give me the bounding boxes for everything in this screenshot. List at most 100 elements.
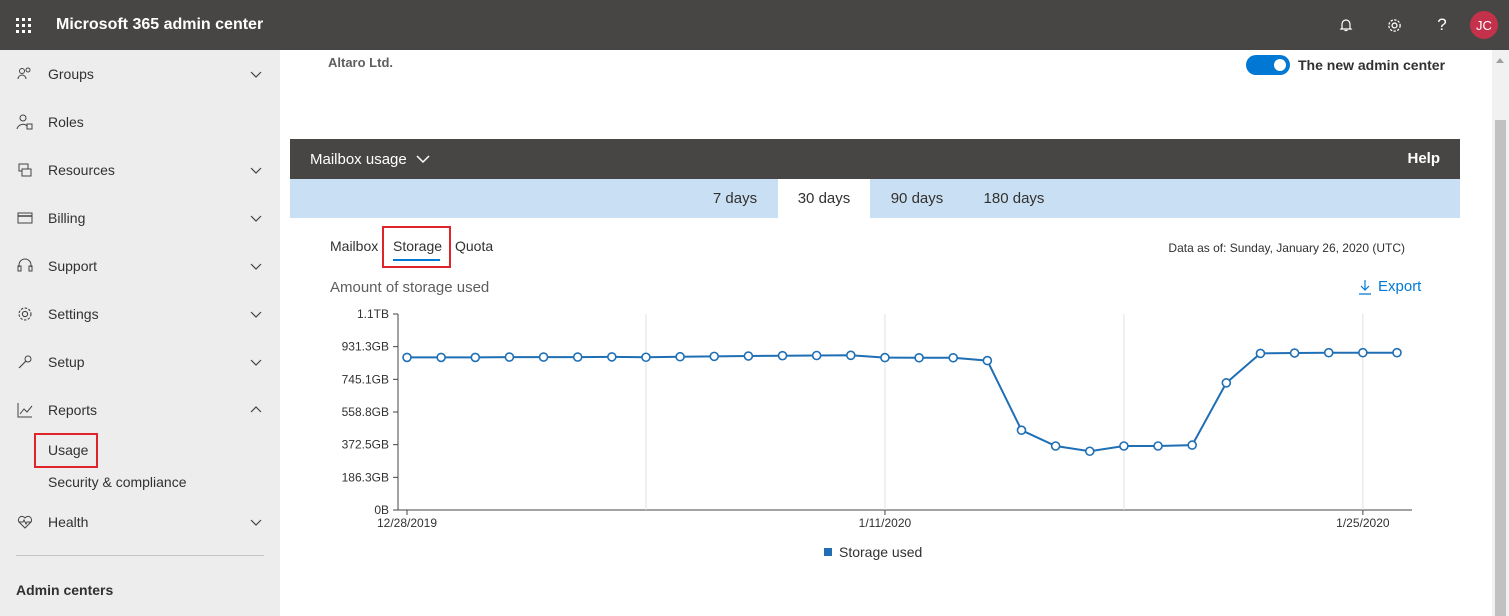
data-point [538,352,549,362]
data-point [675,351,685,362]
x-tick-label: 12/28/2019 [377,516,437,530]
settings-icon [16,305,34,323]
chevron-down-icon [250,359,262,366]
tab-7-days[interactable]: 7 days [712,190,758,207]
sidebar: Groups Roles Resources Billing Support S… [0,50,280,616]
data-point [880,352,890,363]
chevron-down-icon [250,215,262,222]
data-point [845,350,856,361]
chart-title: Amount of storage used [330,279,490,296]
active-subtab-underline [393,259,440,261]
data-point [1289,348,1300,358]
data-point [504,352,515,362]
data-point [1255,348,1266,359]
chevron-down-icon [250,71,262,78]
toggle-label: The new admin center [1298,57,1446,73]
groups-icon [16,65,34,83]
data-point [914,352,924,363]
legend-swatch [824,548,832,556]
bell-icon [1339,19,1353,32]
download-icon [1359,279,1371,295]
data-point [436,352,446,363]
subtab-quota[interactable]: Quota [455,238,494,254]
data-point [402,352,412,363]
chart-legend: Storage used [824,544,922,560]
reports-icon [16,401,34,419]
app-title[interactable]: Microsoft 365 admin center [56,16,264,33]
data-point [1050,441,1061,451]
new-admin-center-toggle[interactable] [1246,55,1290,75]
tab-30-days[interactable]: 30 days [778,179,870,218]
sidebar-subitem-usage[interactable]: Usage [48,442,89,458]
chevron-down-icon [250,311,262,318]
data-as-of: Data as of: Sunday, January 26, 2020 (UT… [1168,241,1405,255]
sidebar-item-label: Resources [48,162,115,178]
y-tick-label: 745.1GB [342,372,389,386]
tab-90-days[interactable]: 90 days [890,190,944,207]
scroll-up-arrow-icon[interactable] [1496,58,1504,63]
sidebar-item-reports[interactable]: Reports [0,390,280,430]
report-header: Mailbox usage Help [290,139,1460,179]
subtab-storage[interactable]: Storage [393,238,443,254]
data-point [1392,347,1402,358]
period-tabs: 7 days 30 days 90 days 180 days [290,179,1460,218]
sidebar-item-billing[interactable]: Billing [0,198,280,238]
sidebar-item-settings[interactable]: Settings [0,294,280,334]
y-tick-label: 1.1TB [357,307,389,321]
app-launcher-button[interactable] [0,0,46,50]
data-point [1221,378,1232,388]
chevron-down-icon [250,167,262,174]
roles-icon [16,113,34,131]
sidebar-item-roles[interactable]: Roles [0,102,280,142]
data-point [1187,440,1197,450]
sidebar-divider [16,555,264,556]
storage-line-chart: 0B 186.3GB 372.5GB 558.8GB 745.1GB 931.3GB 1.1… [342,307,1412,530]
data-point [948,352,959,363]
x-tick-label: 1/11/2020 [859,516,912,530]
sidebar-item-resources[interactable]: Resources [0,150,280,190]
chevron-down-icon [250,519,262,526]
y-tick-label: 186.3GB [342,470,389,484]
help-link[interactable]: Help [1407,150,1440,167]
data-point [1119,441,1129,451]
billing-icon [16,209,34,227]
sidebar-item-label: Setup [48,354,85,370]
settings-button[interactable] [1370,0,1418,50]
chevron-down-icon [250,263,262,270]
storage-highlight-box [382,226,451,268]
page-scrollbar[interactable] [1492,50,1509,616]
sidebar-subitem-security-compliance[interactable]: Security & compliance [48,474,187,490]
subtab-mailbox[interactable]: Mailbox [330,238,379,254]
sidebar-item-setup[interactable]: Setup [0,342,280,382]
usage-highlight-box [34,433,98,468]
export-button[interactable]: Export [1358,278,1421,295]
data-point [1323,347,1334,358]
data-point [607,352,617,362]
sidebar-item-label: Health [48,514,89,530]
sidebar-item-label: Settings [48,306,99,322]
tab-180-days[interactable]: 180 days [983,190,1045,207]
sidebar-item-health[interactable]: Health [0,502,280,542]
health-icon [16,513,34,531]
series-line-storage-used [407,351,1397,453]
chevron-up-icon [250,406,262,413]
data-point [777,350,788,361]
help-icon: ? [1437,15,1447,34]
y-tick-label: 0B [374,503,389,517]
toggle-knob [1274,59,1286,71]
help-button[interactable]: ? [1418,0,1466,50]
sidebar-item-groups[interactable]: Groups [0,54,280,94]
report-selector[interactable]: Mailbox usage [310,139,431,179]
chevron-down-icon [416,155,430,164]
scroll-thumb[interactable] [1495,120,1506,616]
gear-icon [1387,18,1401,32]
avatar[interactable]: JC [1470,11,1498,39]
admin-centers-heading[interactable]: Admin centers [16,582,114,598]
data-point [709,351,720,362]
sidebar-item-label: Reports [48,402,98,418]
resources-icon [16,161,34,179]
setup-icon [16,353,34,371]
notifications-button[interactable] [1322,0,1370,50]
data-point [572,352,583,362]
sidebar-item-support[interactable]: Support [0,246,280,286]
